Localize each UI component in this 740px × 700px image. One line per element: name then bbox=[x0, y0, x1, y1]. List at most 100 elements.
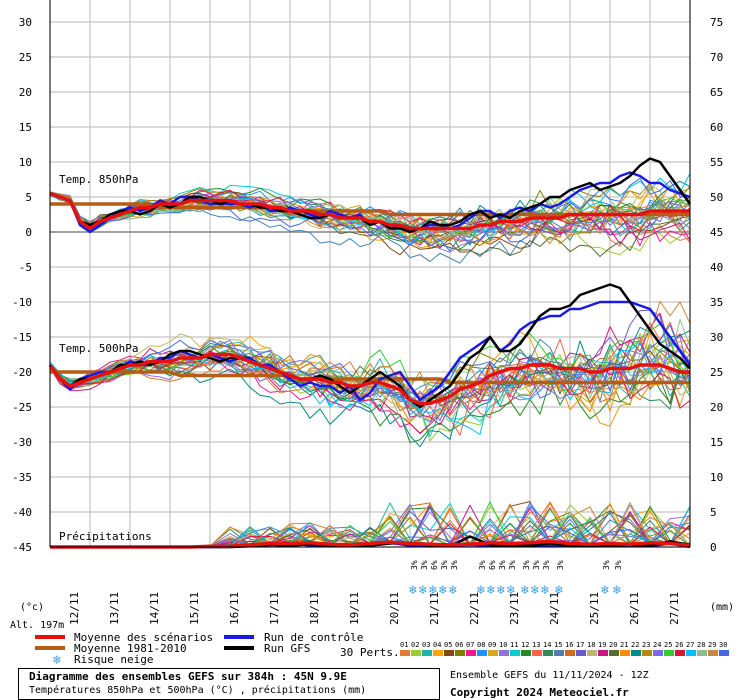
x-tick-label: 15/11 bbox=[188, 592, 201, 625]
right-tick-label: 70 bbox=[710, 51, 723, 64]
snowflake-icon: ❄ bbox=[506, 583, 515, 598]
altitude-label: Alt. 197m bbox=[10, 620, 64, 631]
panel-label-t850: Temp. 850hPa bbox=[59, 173, 138, 186]
right-tick-label: 65 bbox=[710, 86, 723, 99]
legend-member-number: 22 bbox=[631, 641, 639, 649]
legend-member-number: 07 bbox=[466, 641, 474, 649]
caption-box: Diagramme des ensembles GEFS sur 384h : … bbox=[18, 668, 440, 700]
right-tick-label: 45 bbox=[710, 226, 723, 239]
left-tick-label: -15 bbox=[12, 331, 32, 344]
left-tick-label: -35 bbox=[12, 471, 32, 484]
t850-mean-line bbox=[49, 191, 690, 231]
ensemble-member-t500 bbox=[49, 343, 691, 407]
legend-member-swatch bbox=[587, 650, 597, 656]
legend-member-number: 11 bbox=[510, 641, 518, 649]
legend-member-number: 15 bbox=[554, 641, 562, 649]
legend-member-number: 13 bbox=[532, 641, 540, 649]
snowflake-icon: ❄ bbox=[612, 583, 621, 598]
legend-member-swatch bbox=[499, 650, 509, 656]
legend-mean-label: Moyenne des scénarios bbox=[74, 631, 213, 644]
x-tick-label: 22/11 bbox=[468, 592, 481, 625]
snow-percent-label: 3% bbox=[498, 560, 507, 570]
legend-member-swatch bbox=[466, 650, 476, 656]
legend-member-number: 27 bbox=[686, 641, 694, 649]
snow-percent-label: 3% bbox=[522, 560, 531, 570]
legend-member-number: 25 bbox=[664, 641, 672, 649]
legend-member-swatch bbox=[433, 650, 443, 656]
left-tick-label: -45 bbox=[12, 541, 32, 554]
legend-member-number: 03 bbox=[422, 641, 430, 649]
legend-member-number: 20 bbox=[609, 641, 617, 649]
legend-member-swatch bbox=[719, 650, 729, 656]
legend-member-swatch bbox=[708, 650, 718, 656]
snowflake-icon: ❄ bbox=[540, 583, 549, 598]
legend-member-number: 28 bbox=[697, 641, 705, 649]
snow-percent-label: 3% bbox=[532, 560, 541, 570]
legend-member-number: 08 bbox=[477, 641, 485, 649]
legend-member-number: 05 bbox=[444, 641, 452, 649]
right-tick-label: 25 bbox=[710, 366, 723, 379]
legend-member-number: 21 bbox=[620, 641, 628, 649]
right-tick-label: 55 bbox=[710, 156, 723, 169]
legend-member-swatch bbox=[598, 650, 608, 656]
legend-member-number: 10 bbox=[499, 641, 507, 649]
grid bbox=[49, 0, 691, 548]
x-tick-label: 21/11 bbox=[428, 592, 441, 625]
right-tick-label: 0 bbox=[710, 541, 717, 554]
left-unit-label: (°c) bbox=[20, 602, 44, 613]
legend-member-swatch bbox=[510, 650, 520, 656]
x-tick-label: 25/11 bbox=[588, 592, 601, 625]
x-tick-label: 23/11 bbox=[508, 592, 521, 625]
panel-label-t500: Temp. 500hPa bbox=[59, 342, 138, 355]
legend-snow-icon: ❄ bbox=[52, 653, 61, 668]
legend-member-number: 30 bbox=[719, 641, 727, 649]
legend-member-number: 18 bbox=[587, 641, 595, 649]
right-tick-label: 30 bbox=[710, 331, 723, 344]
legend-gfs-label: Run GFS bbox=[264, 642, 310, 655]
legend-member-number: 12 bbox=[521, 641, 529, 649]
snow-percent-label: 3% bbox=[440, 560, 449, 570]
snowflake-icon: ❄ bbox=[520, 583, 529, 598]
right-tick-label: 20 bbox=[710, 401, 723, 414]
x-tick-label: 12/11 bbox=[68, 592, 81, 625]
right-tick-label: 60 bbox=[710, 121, 723, 134]
x-tick-label: 19/11 bbox=[348, 592, 361, 625]
left-tick-label: -10 bbox=[12, 296, 32, 309]
legend-perts-label: 30 Perts. bbox=[340, 646, 400, 659]
legend-member-swatch bbox=[477, 650, 487, 656]
right-tick-label: 40 bbox=[710, 261, 723, 274]
left-tick-label: 15 bbox=[19, 121, 32, 134]
left-tick-label: -40 bbox=[12, 506, 32, 519]
x-tick-label: 26/11 bbox=[628, 592, 641, 625]
snow-percent-label: 3% bbox=[508, 560, 517, 570]
ensemble-member-t850 bbox=[49, 177, 691, 252]
right-tick-label: 75 bbox=[710, 16, 723, 29]
snowflake-icon: ❄ bbox=[530, 583, 539, 598]
snowflake-icon: ❄ bbox=[438, 583, 447, 598]
snowflake-icon: ❄ bbox=[554, 583, 563, 598]
legend-member-swatch bbox=[675, 650, 685, 656]
snow-percent-label: 3% bbox=[420, 560, 429, 570]
ensemble-member-t500 bbox=[49, 345, 691, 443]
legend-member-number: 14 bbox=[543, 641, 551, 649]
legend-member-swatch bbox=[400, 650, 410, 656]
left-tick-label: 5 bbox=[25, 191, 32, 204]
legend-member-swatch bbox=[565, 650, 575, 656]
snowflake-icon: ❄ bbox=[600, 583, 609, 598]
left-tick-label: -30 bbox=[12, 436, 32, 449]
legend-member-swatch bbox=[576, 650, 586, 656]
legend-control-label: Run de contrôle bbox=[264, 631, 363, 644]
legend-member-swatch bbox=[609, 650, 619, 656]
x-tick-label: 20/11 bbox=[388, 592, 401, 625]
legend-member-number: 06 bbox=[455, 641, 463, 649]
legend-member-swatch bbox=[444, 650, 454, 656]
x-tick-label: 14/11 bbox=[148, 592, 161, 625]
right-tick-label: 35 bbox=[710, 296, 723, 309]
right-tick-label: 5 bbox=[710, 506, 717, 519]
snowflake-icon: ❄ bbox=[476, 583, 485, 598]
snowflake-icon: ❄ bbox=[428, 583, 437, 598]
snow-percent-label: 3% bbox=[556, 560, 565, 570]
